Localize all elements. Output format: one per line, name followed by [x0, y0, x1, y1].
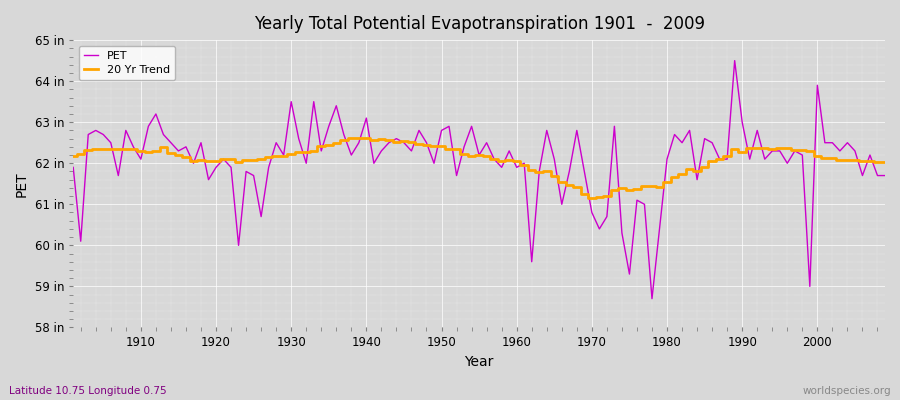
X-axis label: Year: Year	[464, 355, 494, 369]
PET	[879, 173, 890, 178]
PET	[511, 165, 522, 170]
20 Yr Trend	[616, 186, 627, 190]
Text: Latitude 10.75 Longitude 0.75: Latitude 10.75 Longitude 0.75	[9, 386, 166, 396]
20 Yr Trend	[518, 162, 529, 167]
PET	[504, 148, 515, 153]
20 Yr Trend	[511, 158, 522, 163]
Legend: PET, 20 Yr Trend: PET, 20 Yr Trend	[79, 46, 176, 80]
PET	[729, 58, 740, 63]
Line: 20 Yr Trend: 20 Yr Trend	[73, 138, 885, 198]
20 Yr Trend	[293, 150, 304, 154]
PET	[601, 214, 612, 219]
Y-axis label: PET: PET	[15, 171, 29, 196]
Line: PET: PET	[73, 61, 885, 299]
20 Yr Trend	[587, 195, 598, 200]
PET	[646, 296, 657, 301]
20 Yr Trend	[338, 137, 349, 142]
PET	[128, 144, 139, 149]
20 Yr Trend	[128, 147, 139, 152]
PET	[338, 132, 349, 137]
PET	[293, 136, 304, 141]
Text: worldspecies.org: worldspecies.org	[803, 386, 891, 396]
Title: Yearly Total Potential Evapotranspiration 1901  -  2009: Yearly Total Potential Evapotranspiratio…	[254, 15, 705, 33]
PET	[68, 165, 78, 170]
20 Yr Trend	[68, 154, 78, 159]
20 Yr Trend	[346, 135, 356, 140]
20 Yr Trend	[879, 160, 890, 164]
